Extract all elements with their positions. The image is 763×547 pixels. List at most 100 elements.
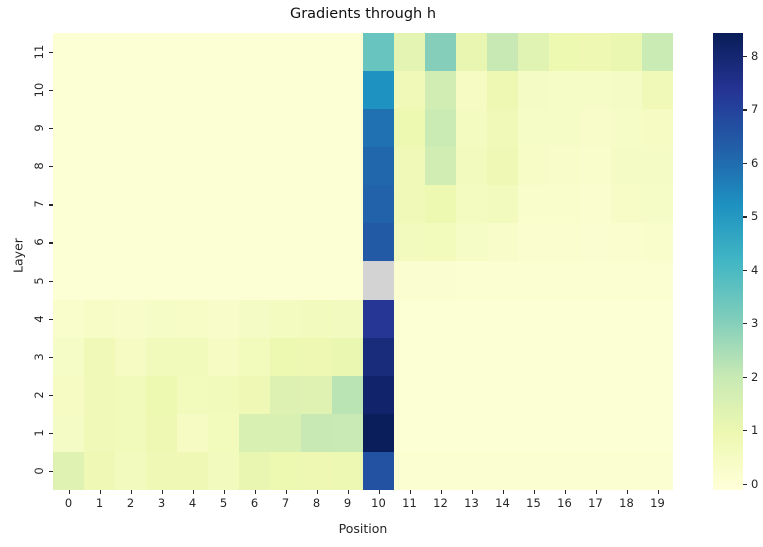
heatmap-cell xyxy=(394,33,425,72)
tick-mark xyxy=(743,269,747,271)
heatmap-cell xyxy=(456,413,487,452)
heatmap-cell xyxy=(301,375,332,414)
tick-mark xyxy=(743,55,747,58)
tick-mark xyxy=(49,432,53,435)
heatmap-cell xyxy=(177,223,208,262)
heatmap-cell xyxy=(425,223,456,262)
chart-title: Gradients through h xyxy=(289,6,437,22)
x-tick-label: 12 xyxy=(433,496,448,510)
heatmap-cell xyxy=(642,375,673,414)
y-tick-label: 11 xyxy=(32,44,46,60)
heatmap-cell xyxy=(456,147,487,186)
heatmap-cell xyxy=(239,299,270,338)
heatmap-cell xyxy=(394,375,425,414)
heatmap-cell xyxy=(549,299,580,338)
heatmap-cell xyxy=(549,375,580,414)
heatmap-cell xyxy=(53,147,84,186)
tick-mark xyxy=(161,490,163,494)
tick-mark xyxy=(502,490,504,494)
x-tick-label: 10 xyxy=(371,496,386,510)
heatmap-cell xyxy=(239,451,270,490)
tick-mark xyxy=(130,490,132,494)
heatmap-cell xyxy=(363,299,394,338)
x-tick-label: 8 xyxy=(312,496,321,510)
tick-mark xyxy=(626,490,628,494)
heatmap-cell xyxy=(146,223,177,262)
heatmap-cell xyxy=(332,261,363,300)
heatmap-cell xyxy=(177,337,208,376)
tick-mark xyxy=(595,490,597,494)
heatmap-cell xyxy=(301,71,332,110)
heatmap-cell xyxy=(84,109,115,148)
heatmap-cell xyxy=(146,299,177,338)
x-tick-label: 11 xyxy=(402,496,417,510)
heatmap-cell xyxy=(549,33,580,72)
heatmap-cell xyxy=(332,109,363,148)
heatmap-cell xyxy=(363,337,394,376)
heatmap-cell xyxy=(208,185,239,224)
heatmap-cell xyxy=(487,185,518,224)
heatmap-cell xyxy=(518,185,549,224)
tick-mark xyxy=(743,109,747,111)
heatmap-cell xyxy=(177,261,208,300)
heatmap-cell xyxy=(115,299,146,338)
heatmap-cell xyxy=(115,109,146,148)
heatmap-cell xyxy=(208,451,239,490)
heatmap-cell xyxy=(363,451,394,490)
heatmap-cell xyxy=(642,299,673,338)
heatmap-cell xyxy=(487,261,518,300)
y-tick-label: 3 xyxy=(32,353,46,361)
x-tick-label: 3 xyxy=(157,496,166,510)
heatmap-cell xyxy=(642,337,673,376)
tick-mark xyxy=(99,490,101,494)
tick-mark xyxy=(316,490,318,494)
colorbar xyxy=(713,33,743,490)
heatmap-cell xyxy=(332,33,363,72)
colorbar-tick-label: 6 xyxy=(751,155,759,170)
heatmap-cell xyxy=(363,375,394,414)
heatmap-cell xyxy=(208,71,239,110)
heatmap-cell xyxy=(580,109,611,148)
heatmap-cell xyxy=(332,147,363,186)
heatmap-cell xyxy=(394,451,425,490)
tick-mark xyxy=(254,490,256,494)
y-tick-label: 10 xyxy=(32,82,46,98)
heatmap-cell xyxy=(84,337,115,376)
heatmap-cell xyxy=(53,451,84,490)
heatmap-cell xyxy=(518,33,549,72)
heatmap-cell xyxy=(611,33,642,72)
heatmap-cell xyxy=(270,33,301,72)
heatmap-cell xyxy=(239,185,270,224)
heatmap-cell xyxy=(53,223,84,262)
heatmap-cell xyxy=(518,223,549,262)
heatmap-cell xyxy=(239,33,270,72)
heatmap-cell xyxy=(394,147,425,186)
x-tick-label: 18 xyxy=(619,496,634,510)
heatmap-cell xyxy=(518,71,549,110)
heatmap-cell xyxy=(642,261,673,300)
tick-mark xyxy=(743,323,747,325)
heatmap-cell xyxy=(270,71,301,110)
heatmap-cell xyxy=(270,375,301,414)
heatmap-cell xyxy=(53,109,84,148)
heatmap-cell xyxy=(239,71,270,110)
tick-mark xyxy=(68,490,70,494)
heatmap-cell xyxy=(642,223,673,262)
heatmap-cell xyxy=(53,185,84,224)
tick-mark xyxy=(657,490,659,494)
heatmap-cell xyxy=(456,223,487,262)
colorbar-tick-label: 8 xyxy=(751,48,759,63)
heatmap-cell xyxy=(580,261,611,300)
x-tick-label: 17 xyxy=(588,496,603,510)
heatmap-cell xyxy=(487,413,518,452)
heatmap-cell xyxy=(580,33,611,72)
heatmap-cell xyxy=(487,299,518,338)
heatmap-cell xyxy=(301,223,332,262)
heatmap-cell xyxy=(177,185,208,224)
tick-mark xyxy=(564,490,566,494)
heatmap-cell xyxy=(580,375,611,414)
heatmap-cell xyxy=(642,109,673,148)
heatmap-cell xyxy=(549,337,580,376)
heatmap-cell xyxy=(84,451,115,490)
